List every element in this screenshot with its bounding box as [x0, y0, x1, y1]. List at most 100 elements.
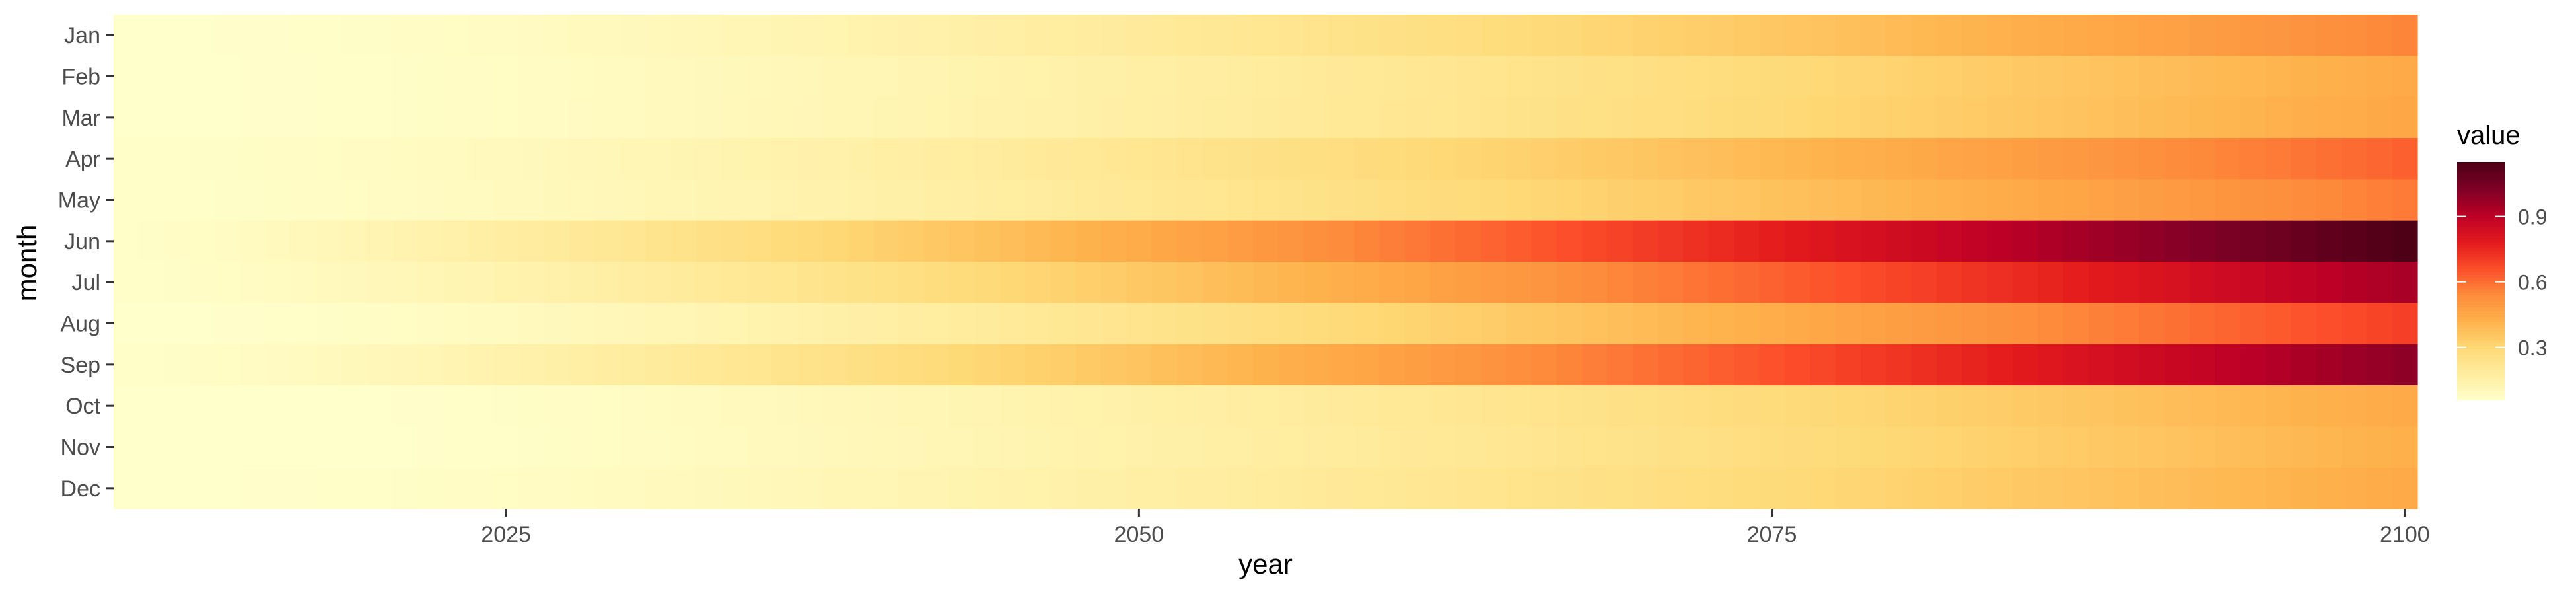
heatmap-cell — [2367, 138, 2393, 180]
heatmap-cell — [670, 56, 697, 98]
heatmap-cell — [822, 15, 849, 56]
heatmap-cell — [999, 385, 1026, 427]
heatmap-cell — [1176, 303, 1203, 345]
heatmap-cell — [1328, 179, 1355, 221]
heatmap-cell — [316, 344, 342, 386]
heatmap-cell — [493, 179, 519, 221]
heatmap-cell — [1126, 385, 1153, 427]
heatmap-cell — [1810, 385, 1836, 427]
heatmap-cell — [2240, 426, 2266, 468]
heatmap-cell — [1176, 467, 1203, 509]
heatmap-cell — [1658, 179, 1684, 221]
heatmap-cell — [139, 220, 165, 262]
y-axis: Jan Feb Mar Apr May Jun Jul Aug Sep Oct Nov Dec — [58, 23, 114, 502]
heatmap-cell — [1379, 179, 1406, 221]
heatmap-cell — [1556, 303, 1583, 345]
heatmap-cell — [265, 220, 291, 262]
heatmap-cell — [1354, 303, 1380, 345]
heatmap-cell — [2342, 344, 2367, 386]
heatmap-cell — [1936, 426, 1962, 468]
heatmap-cell — [1506, 426, 1532, 468]
heatmap-cell — [1734, 96, 1760, 139]
heatmap-cell — [2266, 220, 2291, 262]
heatmap-cell — [1582, 467, 1608, 509]
heatmap-cell — [1430, 56, 1456, 98]
heatmap-cell — [1582, 179, 1608, 221]
heatmap-cell — [1734, 467, 1760, 509]
heatmap-cell — [2114, 138, 2139, 180]
heatmap-cell — [1962, 344, 1987, 386]
heatmap-cell — [2392, 15, 2418, 56]
heatmap-cell — [1784, 15, 1810, 56]
heatmap-cell — [2367, 220, 2393, 262]
heatmap-cell — [2240, 96, 2266, 139]
heatmap-cell — [822, 56, 849, 98]
heatmap-cell — [898, 426, 925, 468]
heatmap-cell — [341, 15, 367, 56]
heatmap-cell — [898, 467, 925, 509]
heatmap-cell — [1303, 179, 1330, 221]
heatmap-cell — [847, 303, 874, 345]
heatmap-cell — [670, 179, 697, 221]
heatmap-cell — [341, 344, 367, 386]
heatmap-cell — [1506, 179, 1532, 221]
heatmap-cell — [1759, 179, 1785, 221]
heatmap-cell — [898, 96, 925, 139]
heatmap-cell — [2190, 344, 2215, 386]
heatmap-cell — [392, 56, 418, 98]
heatmap-cell — [1658, 467, 1684, 509]
heatmap-cell — [2240, 179, 2266, 221]
heatmap-cell — [1227, 15, 1254, 56]
heatmap-cell — [594, 15, 621, 56]
heatmap-cell — [2012, 303, 2038, 345]
heatmap-cell — [2266, 15, 2291, 56]
heatmap-cell — [974, 15, 1001, 56]
heatmap-cell — [1582, 138, 1608, 180]
heatmap-cell — [1024, 426, 1051, 468]
heatmap-cell — [519, 179, 545, 221]
heatmap-cell — [721, 56, 747, 98]
heatmap-cell — [2164, 15, 2190, 56]
heatmap-cell — [1024, 15, 1051, 56]
heatmap-cell — [468, 56, 494, 98]
heatmap-cell — [443, 262, 469, 303]
heatmap-cell — [1404, 262, 1431, 303]
heatmap-cell — [696, 220, 722, 262]
heatmap-cell — [822, 179, 849, 221]
heatmap-cell — [2291, 385, 2317, 427]
heatmap-cell — [341, 385, 367, 427]
legend-color-step — [2457, 254, 2505, 258]
heatmap-cell — [797, 262, 823, 303]
heatmap-cell — [721, 138, 747, 180]
heatmap-cell — [1455, 344, 1482, 386]
heatmap-cell — [2392, 303, 2418, 345]
heatmap-cell — [2266, 426, 2291, 468]
heatmap-cell — [974, 56, 1001, 98]
heatmap-cell — [923, 385, 950, 427]
heatmap-cell — [771, 138, 798, 180]
heatmap-cell — [2316, 96, 2342, 139]
heatmap-cell — [822, 262, 849, 303]
heatmap-cell — [771, 303, 798, 345]
heatmap-cell — [1582, 56, 1608, 98]
heatmap-cell — [544, 344, 570, 386]
heatmap-cell — [2190, 426, 2215, 468]
legend-color-step — [2457, 221, 2505, 225]
heatmap-cell — [1658, 56, 1684, 98]
heatmap-cell — [468, 15, 494, 56]
heatmap-cell — [746, 56, 773, 98]
heatmap-cell — [417, 262, 443, 303]
legend-color-step — [2457, 307, 2505, 311]
legend-color-step — [2457, 370, 2505, 374]
heatmap-cell — [2063, 56, 2089, 98]
heatmap-cell — [544, 96, 570, 139]
heatmap-cell — [1658, 262, 1684, 303]
y-tick-label: Aug — [61, 312, 101, 337]
heatmap-cell — [1252, 15, 1279, 56]
heatmap-cell — [1734, 220, 1760, 262]
x-tick-label: 2050 — [1114, 522, 1164, 547]
y-tick-label: Mar — [61, 106, 100, 131]
heatmap-cell — [139, 262, 165, 303]
heatmap-cell — [2088, 262, 2114, 303]
heatmap-cell — [468, 179, 494, 221]
